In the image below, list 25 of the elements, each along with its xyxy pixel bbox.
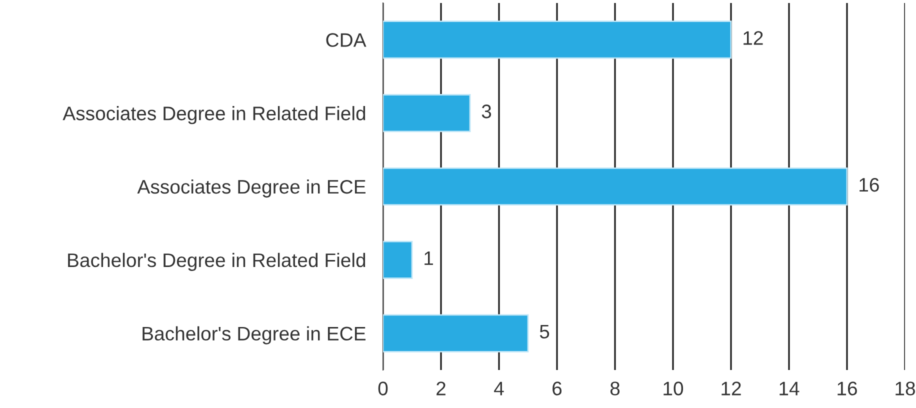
bar <box>383 240 413 279</box>
y-tick-label: Associates Degree in ECE <box>137 179 366 198</box>
data-label: 5 <box>540 324 550 339</box>
bar <box>383 94 471 132</box>
data-label: 3 <box>482 104 492 118</box>
x-tick-label: 6 <box>552 382 562 396</box>
bar <box>383 167 848 206</box>
y-tick-label: Bachelor's Degree in Related Field <box>68 252 366 271</box>
x-tick-label: 18 <box>896 382 915 396</box>
data-label: 12 <box>744 31 763 45</box>
y-tick-label: Associates Degree in Related Field <box>62 106 366 124</box>
y-tick-label: CDA <box>326 33 366 47</box>
x-tick-label: 16 <box>838 382 857 396</box>
x-tick-label: 8 <box>610 382 620 396</box>
y-tick-label: Bachelor's Degree in ECE <box>142 326 366 344</box>
bar <box>383 20 732 59</box>
x-tick-label: 2 <box>436 382 446 396</box>
data-label: 16 <box>860 178 879 192</box>
bar <box>383 314 529 352</box>
x-tick-label: 0 <box>378 382 388 396</box>
x-tick-label: 4 <box>494 382 504 396</box>
x-tick-label: 12 <box>722 382 741 396</box>
x-tick-label: 14 <box>780 382 800 396</box>
x-tick-label: 10 <box>664 382 684 396</box>
data-label: 1 <box>424 252 433 265</box>
